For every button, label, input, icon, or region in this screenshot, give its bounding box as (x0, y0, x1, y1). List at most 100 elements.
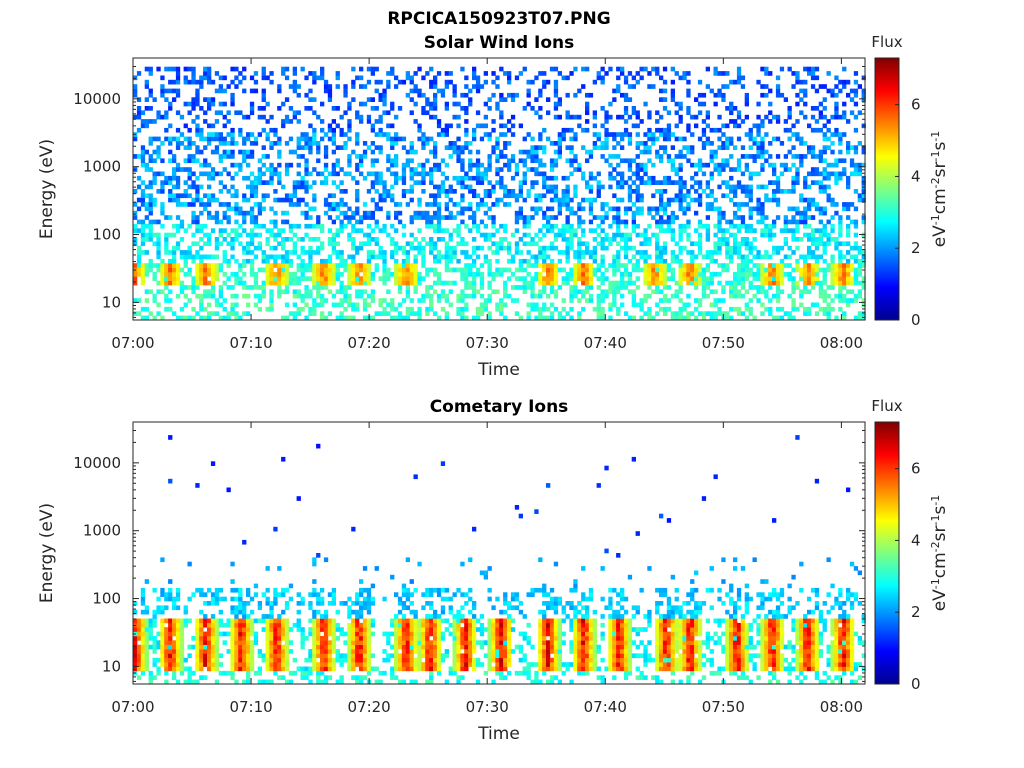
spectrogram-cell (199, 293, 204, 299)
spectrogram-cell (144, 123, 149, 129)
spectrogram-cell (390, 272, 395, 277)
spectrogram-cell (242, 228, 247, 233)
spectrogram-cell (343, 171, 348, 177)
spectrogram-cell (230, 302, 235, 308)
spectrogram-cell (362, 241, 368, 247)
spectrogram-cell (612, 145, 617, 150)
spectrogram-cell (736, 167, 742, 172)
spectrogram-cell (144, 306, 149, 312)
spectrogram-cell (195, 88, 200, 94)
spectrogram-cell (433, 210, 438, 216)
spectrogram-cell (343, 223, 348, 229)
spectrogram-cell (164, 662, 169, 667)
spectrogram-cell (374, 132, 379, 137)
spectrogram-cell (760, 184, 765, 190)
spectrogram-cell (168, 276, 173, 281)
spectrogram-cell (429, 106, 434, 111)
spectrogram-cell (265, 258, 270, 264)
spectrogram-cell (175, 653, 181, 659)
spectrogram-cell (172, 250, 177, 255)
spectrogram-cell (331, 202, 336, 207)
spectrogram-cell (175, 223, 181, 229)
spectrogram-cell (366, 66, 372, 72)
spectrogram-cell (195, 653, 200, 659)
spectrogram-cell (214, 640, 220, 645)
spectrogram-cell (475, 123, 481, 129)
spectrogram-cell (596, 75, 601, 81)
spectrogram-cell (316, 280, 321, 286)
spectrogram-cell (156, 219, 161, 225)
spectrogram-cell (323, 132, 329, 137)
spectrogram-cell (643, 145, 648, 150)
spectrogram-cell (409, 171, 414, 177)
spectrogram-cell (736, 66, 742, 72)
spectrogram-cell (444, 263, 449, 268)
spectrogram-cell (140, 237, 146, 242)
spectrogram-cell (327, 276, 333, 281)
spectrogram-cell (421, 250, 426, 255)
spectrogram-cell (133, 223, 138, 229)
spectrogram-cell (616, 263, 621, 268)
spectrogram-cell (347, 123, 352, 129)
spectrogram-cell (312, 272, 317, 277)
spectrogram-cell (257, 210, 262, 216)
spectrogram-cell (374, 219, 379, 225)
spectrogram-cell (312, 263, 317, 268)
spectrogram-cell (207, 171, 212, 177)
spectrogram-cell (479, 123, 485, 129)
spectrogram-cell (172, 245, 177, 251)
spectrogram-cell (207, 136, 212, 142)
spectrogram-cell (596, 302, 601, 308)
spectrogram-cell (300, 250, 305, 255)
spectrogram-cell (386, 71, 391, 76)
spectrogram-cell (803, 254, 808, 260)
spectrogram-cell (382, 180, 387, 185)
spectrogram-cell (717, 298, 722, 303)
spectrogram-cell (281, 210, 286, 216)
spectrogram-cell (257, 241, 262, 247)
spectrogram-cell (588, 189, 594, 194)
spectrogram-cell (300, 298, 305, 303)
spectrogram-cell (405, 315, 410, 321)
spectrogram-cell (335, 263, 340, 268)
spectrogram-cell (803, 267, 808, 273)
spectrogram-cell (659, 206, 664, 212)
spectrogram-cell (195, 114, 200, 120)
spectrogram-cell (327, 92, 333, 98)
spectrogram-cell (335, 241, 340, 247)
spectrogram-cell (152, 276, 157, 281)
spectrogram-cell (468, 162, 473, 168)
spectrogram-cell (140, 197, 146, 203)
spectrogram-cell (257, 132, 262, 137)
spectrogram-cell (810, 114, 816, 120)
spectrogram-cell (542, 184, 547, 190)
spectrogram-cell (296, 197, 301, 203)
spectrogram-cell (842, 263, 847, 268)
spectrogram-cell (320, 66, 325, 72)
spectrogram-cell (444, 267, 449, 273)
spectrogram-cell (140, 180, 146, 185)
spectrogram-cell (281, 258, 286, 264)
spectrogram-cell (464, 315, 469, 321)
spectrogram-cell (238, 276, 243, 281)
spectrogram-cell (226, 206, 231, 212)
spectrogram-cell (316, 158, 321, 164)
spectrogram-cell (651, 180, 656, 185)
colorbar-title-solar-wind: Flux (871, 33, 902, 51)
spectrogram-cell (736, 272, 742, 277)
spectrogram-cell (561, 197, 566, 203)
spectrogram-cell (199, 649, 204, 654)
spectrogram-cell (425, 202, 430, 207)
spectrogram-cell (655, 263, 660, 268)
spectrogram-cell (834, 241, 839, 247)
spectrogram-cell (148, 197, 153, 203)
spectrogram-cell (238, 149, 243, 155)
spectrogram-cell (148, 675, 153, 680)
spectrogram-cell (487, 237, 492, 242)
spectrogram-cell (600, 276, 605, 281)
spectrogram-cell (366, 232, 372, 238)
spectrogram-cell (666, 285, 672, 290)
spectrogram-cell (253, 202, 259, 207)
spectrogram-cell (281, 254, 286, 260)
spectrogram-cell (164, 114, 169, 120)
